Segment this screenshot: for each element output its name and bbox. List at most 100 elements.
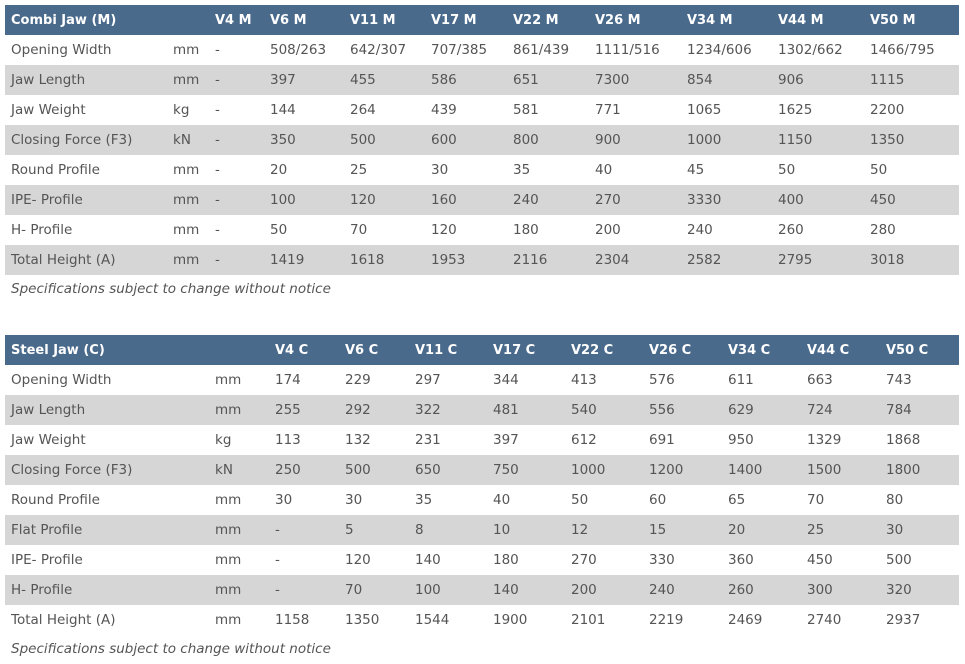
table-row: Closing Force (F3) kN 250 500 650 750 1000 1200…: [5, 455, 959, 485]
steel-column-header: V11 C: [415, 342, 458, 358]
value-cell: 2582: [687, 252, 722, 268]
combi-header-row: Combi Jaw (M) V4 M V6 M V11 M V17 M V22 M V26 …: [5, 5, 959, 35]
value-cell: 450: [870, 192, 896, 208]
table-row: Jaw Weight kg - 144 264 439 581 771 1065 1625 2200: [5, 95, 959, 125]
value-cell: 629: [728, 402, 754, 418]
value-cell: 581: [513, 102, 539, 118]
value-cell: 12: [571, 522, 589, 538]
value-cell: 413: [571, 372, 597, 388]
table-row: Flat Profile mm - 5 8 10 12 15 20 25 30: [5, 515, 959, 545]
value-cell: 1868: [886, 432, 921, 448]
value-cell: 280: [870, 222, 896, 238]
value-cell: 642/307: [350, 42, 407, 58]
value-cell: 950: [728, 432, 754, 448]
row-label: Jaw Length: [11, 72, 86, 88]
combi-column-header: [167, 5, 209, 35]
value-cell: 450: [807, 552, 833, 568]
combi-column-header: V4 M: [215, 12, 252, 28]
value-cell: 1200: [649, 462, 684, 478]
value-cell: 65: [728, 492, 746, 508]
combi-column-header: V44 M: [778, 12, 824, 28]
value-cell: 1065: [687, 102, 722, 118]
value-cell: 455: [350, 72, 376, 88]
value-cell: 25: [350, 162, 368, 178]
value-cell: 1419: [270, 252, 305, 268]
value-cell: -: [215, 72, 220, 88]
row-label: Jaw Weight: [11, 432, 86, 448]
value-cell: 1000: [571, 462, 606, 478]
row-label: Opening Width: [11, 42, 112, 58]
unit-cell: mm: [173, 162, 200, 178]
value-cell: 50: [270, 222, 288, 238]
combi-column-header: V34 M: [687, 12, 733, 28]
table-row: Opening Width mm 174 229 297 344 413 576 611 663 7…: [5, 365, 959, 395]
combi-column-header: V11 M: [350, 12, 396, 28]
value-cell: 70: [350, 222, 368, 238]
value-cell: 100: [415, 582, 441, 598]
value-cell: 1234/606: [687, 42, 752, 58]
steel-column-header: [209, 335, 269, 365]
combi-column-header: V26 M: [595, 12, 641, 28]
unit-cell: mm: [215, 612, 242, 628]
value-cell: 900: [595, 132, 621, 148]
value-cell: 45: [687, 162, 705, 178]
value-cell: 120: [345, 552, 371, 568]
value-cell: -: [275, 582, 280, 598]
value-cell: 40: [595, 162, 613, 178]
value-cell: 120: [350, 192, 376, 208]
steel-header-row: Steel Jaw (C) V4 C V6 C V11 C V17 C V22 C V26 …: [5, 335, 959, 365]
steel-disclaimer: Specifications subject to change without…: [11, 641, 331, 657]
value-cell: 724: [807, 402, 833, 418]
value-cell: 1115: [870, 72, 905, 88]
row-label: IPE- Profile: [11, 192, 83, 208]
steel-column-header: V4 C: [275, 342, 309, 358]
steel-column-header: V44 C: [807, 342, 850, 358]
value-cell: 2116: [513, 252, 548, 268]
steel-column-header: V6 C: [345, 342, 379, 358]
table-row: IPE- Profile mm - 120 140 180 270 330 360 450 500: [5, 545, 959, 575]
value-cell: 1618: [350, 252, 385, 268]
value-cell: 1150: [778, 132, 813, 148]
unit-cell: kN: [215, 462, 233, 478]
value-cell: 2469: [728, 612, 763, 628]
table-row: H- Profile mm - 50 70 120 180 200 240 260 280: [5, 215, 959, 245]
value-cell: 140: [415, 552, 441, 568]
steel-column-header: Steel Jaw (C): [11, 342, 105, 358]
value-cell: 270: [571, 552, 597, 568]
value-cell: 481: [493, 402, 519, 418]
value-cell: 7300: [595, 72, 630, 88]
value-cell: 1800: [886, 462, 921, 478]
value-cell: 30: [345, 492, 363, 508]
value-cell: 70: [807, 492, 825, 508]
value-cell: 861/439: [513, 42, 570, 58]
value-cell: -: [215, 162, 220, 178]
value-cell: 1544: [415, 612, 450, 628]
row-label: Closing Force (F3): [11, 132, 133, 148]
value-cell: 264: [350, 102, 376, 118]
value-cell: 1158: [275, 612, 310, 628]
value-cell: -: [215, 192, 220, 208]
unit-cell: kg: [215, 432, 232, 448]
unit-cell: mm: [215, 522, 242, 538]
value-cell: -: [275, 522, 280, 538]
value-cell: 2200: [870, 102, 905, 118]
unit-cell: mm: [215, 552, 242, 568]
value-cell: 229: [345, 372, 371, 388]
value-cell: 240: [513, 192, 539, 208]
value-cell: 144: [270, 102, 296, 118]
steel-column-header: V22 C: [571, 342, 614, 358]
value-cell: 651: [513, 72, 539, 88]
combi-column-header: V22 M: [513, 12, 559, 28]
value-cell: 25: [807, 522, 825, 538]
value-cell: 330: [649, 552, 675, 568]
value-cell: 270: [595, 192, 621, 208]
value-cell: 1500: [807, 462, 842, 478]
value-cell: 2219: [649, 612, 684, 628]
unit-cell: kN: [173, 132, 191, 148]
row-label: IPE- Profile: [11, 552, 83, 568]
value-cell: 854: [687, 72, 713, 88]
value-cell: 50: [571, 492, 589, 508]
value-cell: 3330: [687, 192, 722, 208]
value-cell: 500: [345, 462, 371, 478]
unit-cell: mm: [215, 402, 242, 418]
